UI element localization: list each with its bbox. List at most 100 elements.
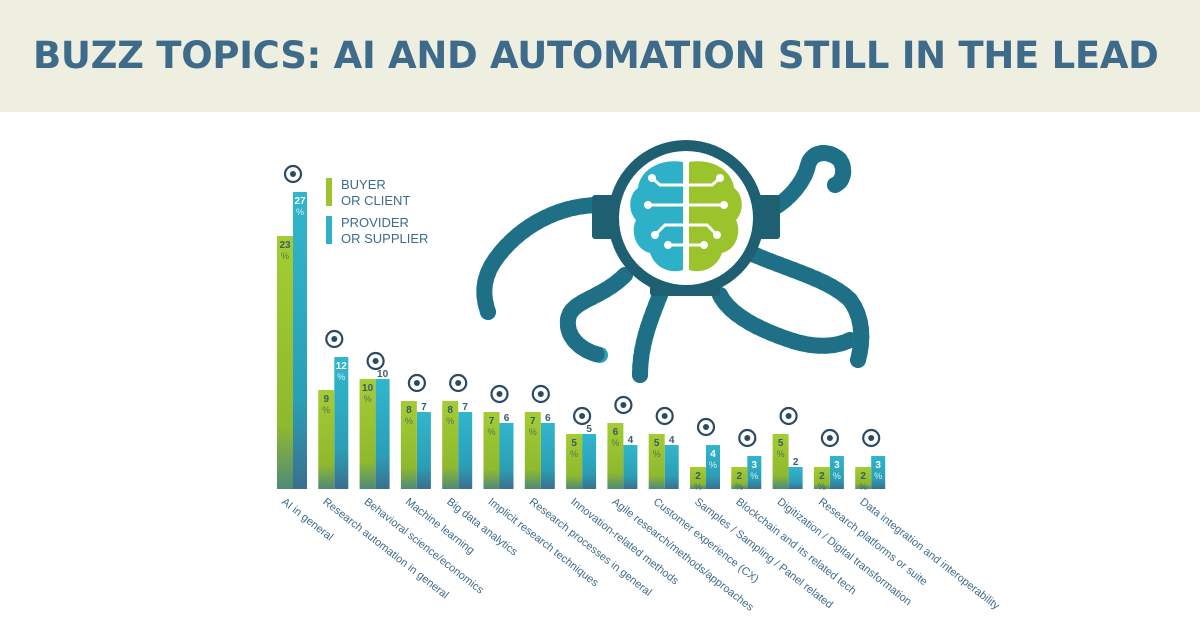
magnify-person-icon (655, 406, 674, 426)
value-label-provider-2: 10 (377, 369, 389, 380)
bar-provider-6 (540, 423, 555, 489)
value-label-buyer-11: 2 (737, 471, 743, 482)
value-label-buyer-3: 8 (406, 405, 412, 416)
value-label-provider-5: 6 (504, 413, 510, 424)
value-label-provider-8: 4 (628, 435, 634, 446)
bar-buyer-3 (400, 401, 417, 489)
data-network-icon (449, 373, 468, 393)
bar-buyer-2 (359, 379, 376, 489)
value-unit-buyer-3: % (405, 416, 413, 426)
bar-provider-1 (334, 357, 349, 489)
value-label-buyer-9: 5 (654, 438, 660, 449)
value-unit-provider-13: % (833, 471, 841, 481)
chain-link-icon (738, 428, 757, 448)
bar-buyer-13 (813, 467, 830, 489)
value-label-buyer-10: 2 (695, 471, 701, 482)
value-unit-buyer-14: % (859, 482, 867, 492)
cpu-chip-icon (325, 329, 344, 349)
legend-swatch-buyer (326, 178, 332, 206)
value-unit-buyer-1: % (322, 405, 330, 415)
value-unit-provider-10: % (709, 460, 717, 470)
bar-provider-12 (788, 467, 803, 489)
refresh-arrows-icon (614, 395, 633, 415)
bar-buyer-5 (483, 412, 500, 489)
bar-provider-0 (293, 192, 307, 489)
bar-buyer-14 (855, 467, 872, 489)
bar-buyer-4 (442, 401, 459, 489)
fingerprint-icon (490, 384, 509, 404)
page-title: BUZZ TOPICS: AI AND AUTOMATION STILL IN … (33, 34, 1159, 77)
value-label-provider-11: 3 (752, 460, 758, 471)
legend-label-buyer: BUYER OR CLIENT (341, 177, 411, 208)
value-label-buyer-5: 7 (489, 416, 495, 427)
bar-provider-14 (871, 456, 886, 489)
value-label-buyer-8: 6 (613, 427, 619, 438)
value-label-buyer-7: 5 (571, 438, 577, 449)
bar-buyer-6 (524, 412, 541, 489)
value-unit-provider-11: % (750, 471, 758, 481)
value-label-provider-10: 4 (710, 449, 716, 460)
bar-provider-3 (416, 412, 431, 489)
microscope-icon (531, 384, 550, 404)
legend-swatch-provider (326, 216, 332, 244)
value-unit-buyer-13: % (818, 482, 826, 492)
value-label-buyer-6: 7 (530, 416, 536, 427)
value-label-provider-9: 4 (669, 435, 675, 446)
value-unit-buyer-8: % (611, 438, 619, 448)
robot-brain-illustration (476, 140, 870, 383)
bar-provider-13 (829, 456, 844, 489)
value-unit-provider-0: % (296, 207, 304, 217)
bar-buyer-11 (731, 467, 748, 489)
value-unit-buyer-4: % (446, 416, 454, 426)
binary-code-icon (779, 406, 798, 426)
value-label-provider-3: 7 (421, 402, 427, 413)
value-unit-provider-14: % (874, 471, 882, 481)
value-unit-buyer-0: % (281, 251, 289, 261)
value-label-buyer-12: 5 (778, 438, 784, 449)
value-label-buyer-2: 10 (362, 383, 374, 394)
value-unit-buyer-9: % (653, 449, 661, 459)
value-label-provider-4: 7 (462, 402, 468, 413)
pipette-icon (696, 417, 716, 437)
robot-icon (407, 373, 426, 393)
bar-buyer-10 (690, 467, 706, 489)
header-banner: BUZZ TOPICS: AI AND AUTOMATION STILL IN … (0, 0, 1200, 112)
bar-buyer-9 (648, 434, 665, 489)
value-label-buyer-13: 2 (819, 471, 825, 482)
bar-provider-10 (706, 445, 720, 489)
bar-provider-7 (582, 434, 597, 489)
value-unit-buyer-6: % (529, 427, 537, 437)
legend-label-provider: PROVIDER OR SUPPLIER (341, 215, 429, 246)
bar-provider-9 (664, 445, 679, 489)
value-label-provider-7: 5 (586, 424, 592, 435)
brain-circuit-icon (283, 164, 303, 184)
value-label-provider-14: 3 (875, 460, 881, 471)
bar-provider-4 (458, 412, 473, 489)
value-label-provider-1: 12 (336, 361, 348, 372)
bar-provider-8 (623, 445, 638, 489)
bar-provider-2 (375, 379, 390, 489)
apple-shapes-icon (366, 351, 385, 371)
value-unit-buyer-10: % (694, 482, 702, 492)
bar-provider-5 (499, 423, 514, 489)
value-unit-buyer-5: % (487, 427, 495, 437)
shuffle-card-icon (862, 428, 881, 448)
value-unit-provider-1: % (337, 372, 345, 382)
value-label-provider-13: 3 (834, 460, 840, 471)
value-label-provider-6: 6 (545, 413, 551, 424)
bar-buyer-7 (566, 434, 583, 489)
bar-provider-11 (747, 456, 762, 489)
rocket-icon (572, 406, 592, 426)
value-label-provider-0: 27 (294, 196, 306, 207)
value-unit-buyer-12: % (777, 449, 785, 459)
value-unit-buyer-11: % (735, 482, 743, 492)
value-label-buyer-1: 9 (324, 394, 330, 405)
value-label-buyer-0: 23 (279, 240, 291, 251)
value-label-buyer-14: 2 (860, 471, 866, 482)
value-unit-buyer-2: % (364, 394, 372, 404)
value-label-provider-12: 2 (793, 457, 799, 468)
bar-buyer-12 (772, 434, 789, 489)
bar-buyer-8 (607, 423, 624, 489)
bar-buyer-1 (318, 390, 335, 489)
